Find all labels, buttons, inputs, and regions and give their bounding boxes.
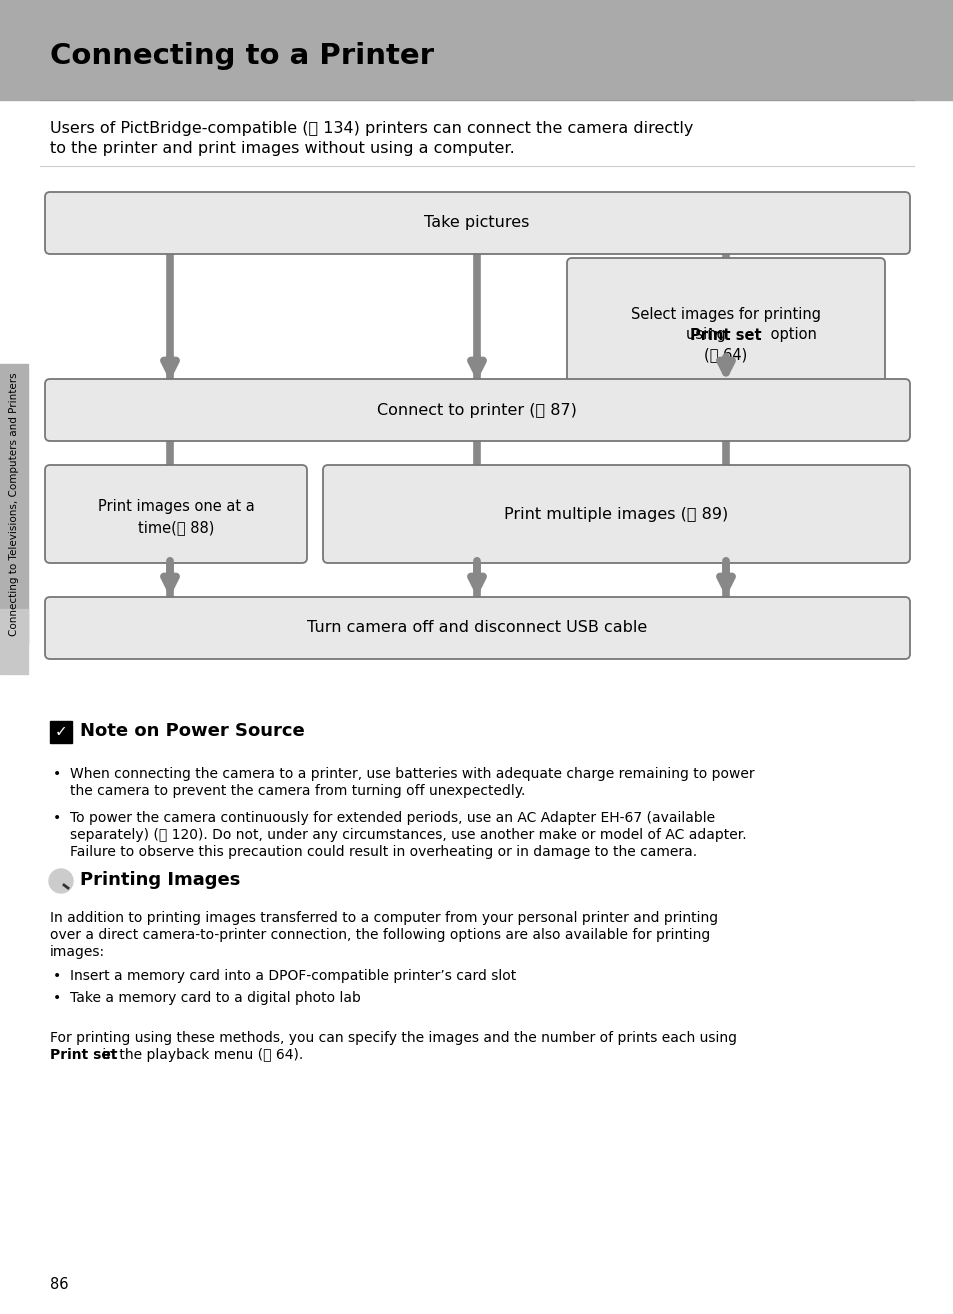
FancyBboxPatch shape (45, 378, 909, 442)
FancyBboxPatch shape (45, 192, 909, 254)
Text: 86: 86 (50, 1277, 69, 1292)
Text: Print set: Print set (50, 1049, 117, 1062)
Text: Connect to printer (⧉ 87): Connect to printer (⧉ 87) (376, 402, 577, 418)
FancyBboxPatch shape (45, 465, 307, 562)
FancyBboxPatch shape (50, 721, 71, 742)
Bar (0, 364, 28, 644)
Text: Failure to observe this precaution could result in overheating or in damage to t: Failure to observe this precaution could… (70, 845, 697, 859)
Text: In addition to printing images transferred to a computer from your personal prin: In addition to printing images transferr… (50, 911, 718, 925)
Text: Select images for printing: Select images for printing (630, 307, 821, 322)
Circle shape (49, 869, 73, 894)
Text: •: • (52, 968, 61, 983)
Text: images:: images: (50, 945, 105, 959)
Text: •: • (52, 767, 61, 781)
Text: To power the camera continuously for extended periods, use an AC Adapter EH-67 (: To power the camera continuously for ext… (70, 811, 715, 825)
Text: •: • (52, 811, 61, 825)
Text: Printing Images: Printing Images (80, 871, 240, 890)
Text: time(⧉ 88): time(⧉ 88) (137, 520, 214, 536)
FancyBboxPatch shape (566, 258, 884, 382)
FancyBboxPatch shape (323, 465, 909, 562)
Text: For printing using these methods, you can specify the images and the number of p: For printing using these methods, you ca… (50, 1031, 737, 1045)
Text: (⧉ 64): (⧉ 64) (703, 347, 747, 363)
Text: Connecting to a Printer: Connecting to a Printer (50, 42, 434, 70)
Text: the camera to prevent the camera from turning off unexpectedly.: the camera to prevent the camera from tu… (70, 784, 525, 798)
Text: ✓: ✓ (54, 724, 68, 740)
Text: Note on Power Source: Note on Power Source (80, 721, 304, 740)
Text: option: option (765, 327, 816, 343)
Text: in the playback menu (⧉ 64).: in the playback menu (⧉ 64). (98, 1049, 303, 1062)
Text: to the printer and print images without using a computer.: to the printer and print images without … (50, 141, 515, 156)
Text: Turn camera off and disconnect USB cable: Turn camera off and disconnect USB cable (307, 620, 646, 636)
Text: Take a memory card to a digital photo lab: Take a memory card to a digital photo la… (70, 991, 360, 1005)
Bar (0, 0, 953, 100)
Text: Print images one at a: Print images one at a (97, 499, 254, 515)
Text: Users of PictBridge-compatible (⧉ 134) printers can connect the camera directly: Users of PictBridge-compatible (⧉ 134) p… (50, 121, 693, 137)
Text: over a direct camera-to-printer connection, the following options are also avail: over a direct camera-to-printer connecti… (50, 928, 709, 942)
Text: using: using (685, 327, 730, 343)
Text: Print multiple images (⧉ 89): Print multiple images (⧉ 89) (503, 506, 727, 522)
Text: When connecting the camera to a printer, use batteries with adequate charge rema: When connecting the camera to a printer,… (70, 767, 754, 781)
Text: separately) (⧉ 120). Do not, under any circumstances, use another make or model : separately) (⧉ 120). Do not, under any c… (70, 828, 746, 842)
Text: •: • (52, 991, 61, 1005)
Text: Print set: Print set (689, 327, 761, 343)
Text: Insert a memory card into a DPOF-compatible printer’s card slot: Insert a memory card into a DPOF-compati… (70, 968, 516, 983)
Text: Connecting to Televisions, Computers and Printers: Connecting to Televisions, Computers and… (9, 372, 19, 636)
Bar (0, 608, 28, 674)
Text: Take pictures: Take pictures (424, 215, 529, 230)
FancyBboxPatch shape (45, 597, 909, 660)
